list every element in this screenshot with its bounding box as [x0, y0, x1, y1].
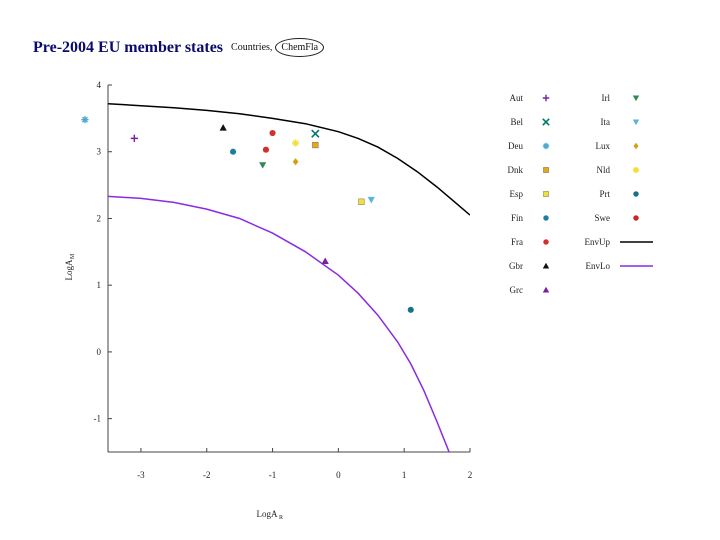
y-tick-label: 2: [97, 213, 102, 223]
legend-item-envlo: EnvLo: [586, 261, 611, 271]
legend-marker-irl: [632, 95, 640, 102]
countries-tag: Countries,: [231, 42, 273, 53]
y-axis-label-subscript: M: [70, 253, 76, 259]
legend-marker-grc: [542, 286, 550, 293]
chemfla-tag: ChemFla: [275, 38, 325, 57]
legend-marker-fin: [543, 215, 549, 221]
y-axis-label: LogA: [64, 259, 74, 280]
legend-label: EnvLo: [586, 261, 611, 271]
legend-label: Prt: [599, 189, 610, 199]
legend-marker-deu: [542, 142, 550, 150]
title-row: Pre-2004 EU member states Countries, Che…: [33, 38, 325, 57]
legend-label: Swe: [595, 213, 611, 223]
legend-marker-lux: [633, 142, 639, 150]
legend-marker-nld: [632, 166, 640, 174]
point-fin: [229, 148, 237, 155]
slide-title: Pre-2004 EU member states: [33, 38, 224, 56]
point-lux: [292, 158, 299, 166]
point-ita: [367, 196, 375, 204]
point-bel: [311, 129, 320, 138]
legend-label: Irl: [602, 93, 611, 103]
legend-item-deu: Deu: [508, 141, 523, 151]
legend-marker-gbr: [542, 262, 550, 269]
x-axis-label-subscript: R: [279, 515, 283, 521]
legend-marker-aut: [542, 94, 550, 102]
legend-item-ita: Ita: [601, 117, 611, 127]
legend-label: Dnk: [508, 165, 524, 175]
point-fra: [262, 146, 270, 153]
legend-item-dnk: Dnk: [508, 165, 524, 175]
legend-marker-swe: [633, 215, 639, 221]
legend-item-fin: Fin: [511, 213, 524, 223]
y-tick-label: 0: [97, 347, 102, 357]
legend-marker-dnk: [543, 167, 549, 173]
legend-marker-ita: [632, 119, 640, 126]
x-tick-label: -2: [203, 470, 211, 480]
x-tick-label: 1: [402, 470, 407, 480]
legend-label: Esp: [510, 189, 524, 199]
point-nld: [291, 139, 300, 147]
point-aut: [130, 134, 138, 142]
legend-item-nld: Nld: [597, 165, 611, 175]
x-axis-label: LogA: [257, 509, 278, 519]
legend-label: Gbr: [509, 261, 523, 271]
point-esp: [358, 198, 365, 205]
legend-label: Ita: [601, 117, 611, 127]
legend-label: Fin: [511, 213, 524, 223]
legend-item-lux: Lux: [596, 141, 611, 151]
legend-label: Bel: [511, 117, 524, 127]
y-tick-label: -1: [94, 414, 102, 424]
point-fra: [269, 129, 276, 137]
point-dnk: [312, 141, 319, 149]
legend-marker-fra: [543, 239, 549, 245]
y-tick-label: 1: [97, 280, 102, 290]
legend-item-envup: EnvUp: [585, 237, 611, 247]
x-tick-label: 2: [468, 470, 473, 480]
legend-item-aut: Aut: [510, 93, 524, 103]
point-grc: [321, 257, 329, 265]
legend-item-esp: Esp: [510, 189, 524, 199]
legend-item-swe: Swe: [595, 213, 611, 223]
legend-marker-bel: [542, 118, 550, 126]
legend-item-fra: Fra: [511, 237, 523, 247]
line-envup: [108, 102, 470, 216]
point-gbr: [219, 124, 227, 131]
legend-label: EnvUp: [585, 237, 611, 247]
y-tick-label: 3: [97, 147, 102, 157]
legend-label: Nld: [597, 165, 611, 175]
point-prt: [407, 306, 414, 313]
legend-label: Fra: [511, 237, 523, 247]
point-irl: [259, 162, 267, 169]
point-deu: [81, 116, 89, 124]
legend-label: Deu: [508, 141, 523, 151]
legend-label: Grc: [510, 285, 524, 295]
legend-item-gbr: Gbr: [509, 261, 523, 271]
legend-label: Lux: [596, 141, 611, 151]
legend-label: Aut: [510, 93, 524, 103]
line-envlo: [108, 195, 450, 452]
legend-marker-prt: [633, 191, 639, 197]
legend-item-prt: Prt: [599, 189, 610, 199]
y-tick-label: 4: [97, 80, 102, 90]
legend-marker-esp: [543, 191, 549, 197]
x-tick-label: 0: [336, 470, 341, 480]
legend-item-irl: Irl: [602, 93, 611, 103]
x-tick-label: -1: [269, 470, 277, 480]
x-tick-label: -3: [137, 470, 145, 480]
legend-item-bel: Bel: [511, 117, 524, 127]
legend-item-grc: Grc: [510, 285, 524, 295]
